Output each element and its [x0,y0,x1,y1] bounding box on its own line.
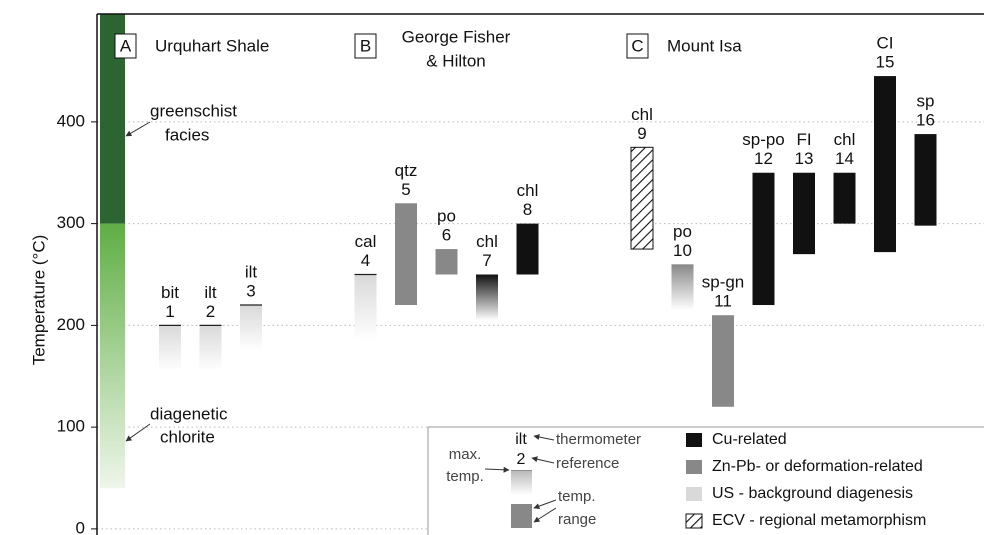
bar-label: po [673,222,692,241]
panel-letter: A [120,36,132,55]
arrow [533,499,557,509]
facies-label: diagenetic [150,404,228,423]
bar-ref: 8 [523,200,532,219]
key-note: thermometer [556,431,641,448]
legend-swatch [686,460,702,474]
range-bar [874,76,896,253]
panel-box [114,33,137,59]
bar-ref: 2 [206,302,215,321]
y-axis-label: Temperature (°C) [29,235,48,366]
facies-label: greenschist [150,101,237,120]
bar-ref: 6 [442,226,451,245]
facies-lower [100,223,125,489]
y-tick-label: 400 [57,111,85,130]
range-bar [712,315,734,407]
arrow [533,507,557,523]
bar-label: ilt [245,263,258,282]
key-ref: 2 [517,451,526,468]
bar-ref: 3 [246,282,255,301]
range-bar [671,264,694,311]
facies-label: facies [165,125,209,144]
panel-title: Mount Isa [667,36,742,55]
bar-ref: 15 [876,53,895,72]
key-range [511,504,532,528]
panel-box [626,33,649,59]
bar-ref: 16 [916,111,935,130]
y-tick-label: 100 [57,417,85,436]
arrow [484,466,510,473]
key-note: temp. [446,468,484,485]
bar-label: cal [355,232,377,251]
key-fade [511,471,532,495]
legend-label: Zn-Pb- or deformation-related [712,458,923,475]
bar-ref: 1 [165,302,174,321]
bar-ref: 5 [401,180,410,199]
arrow [125,121,151,137]
bar-label: ilt [204,283,217,302]
range-bar [240,305,262,351]
y-tick-label: 0 [76,518,85,535]
bar-ref: 7 [482,251,491,270]
range-bar [159,325,181,372]
key-note: reference [556,455,619,472]
panel-letter: C [631,36,643,55]
bar-ref: 9 [637,124,646,143]
arrow [125,423,151,442]
bar-label: sp-gn [702,273,745,292]
bar-label: chl [834,130,856,149]
key-note: range [558,511,596,528]
bar-label: chl [517,181,539,200]
bar-label: CI [877,34,894,53]
key-note: temp. [558,488,596,505]
panel-title: & Hilton [426,51,486,70]
panel-title: Urquhart Shale [155,36,269,55]
range-bar [199,325,222,372]
bar-label: chl [476,232,498,251]
range-bar [476,274,498,321]
y-tick-label: 200 [57,315,85,334]
key-note: max. [449,446,482,463]
panel-title: George Fisher [402,27,511,46]
arrow [531,456,555,464]
range-bar [914,134,937,226]
legend-label: ECV - regional metamorphism [712,512,926,529]
legend-label: US - background diagenesis [712,485,913,502]
legend-swatch [685,513,703,529]
y-tick-label: 300 [57,213,85,232]
bar-label: qtz [395,161,418,180]
bar-ref: 13 [795,149,814,168]
bar-ref: 12 [754,149,773,168]
range-bar [752,172,775,306]
arrow [533,434,555,441]
bar-label: sp-po [742,130,785,149]
legend-label: Cu-related [712,431,787,448]
bar-label: chl [631,105,653,124]
bar-ref: 11 [714,292,732,311]
range-bar [354,274,377,341]
panel-box [354,33,377,59]
bar-label: po [437,207,456,226]
bar-ref: 14 [835,149,854,168]
range-bar [793,172,815,255]
bar-ref: 10 [673,241,692,260]
bar-label: bit [161,283,179,302]
bar-ref: 4 [361,251,370,270]
range-bar [516,223,539,275]
range-bar [435,249,458,275]
bar-label: FI [796,130,811,149]
legend-swatch [686,433,702,447]
bar-label: sp [917,92,935,111]
key-mineral: ilt [515,431,527,448]
range-bar [395,203,417,306]
range-bar [833,172,856,224]
facies-label: chlorite [160,427,215,446]
panel-letter: B [360,36,371,55]
range-bar [630,146,654,250]
legend-swatch [686,487,702,501]
